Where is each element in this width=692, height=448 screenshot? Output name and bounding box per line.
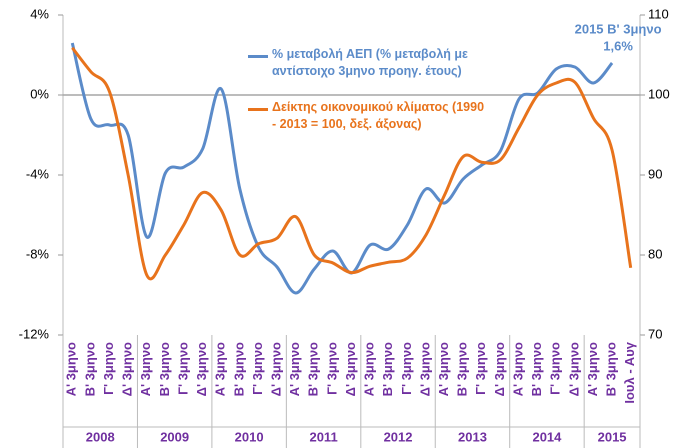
x-group-label: 2011 xyxy=(309,429,337,444)
x-tick-label: Α' 3μηνο xyxy=(64,342,79,396)
y-tick-label: -8% xyxy=(26,246,50,261)
x-tick-label: Ιουλ - Αυγ xyxy=(622,341,637,403)
x-tick-label: Α' 3μηνο xyxy=(213,342,228,396)
y-tick-label: 0% xyxy=(30,86,49,101)
legend-entry: % μεταβολή ΑΕΠ (% μεταβολή με αντίστοιχο… xyxy=(272,47,468,78)
x-tick-label: Γ' 3μηνο xyxy=(175,342,190,395)
x-tick-label: Γ' 3μηνο xyxy=(324,342,339,395)
x-group-label: 2010 xyxy=(235,429,264,444)
x-tick-label: Δ' 3μηνο xyxy=(417,342,432,396)
x-tick-label: Γ' 3μηνο xyxy=(101,342,116,395)
x-tick-label: Γ' 3μηνο xyxy=(250,342,265,395)
y2-tick-label: 70 xyxy=(648,326,662,341)
x-tick-label: Β' 3μηνο xyxy=(306,342,321,396)
x-group-label: 2012 xyxy=(384,429,413,444)
x-tick-label: Α' 3μηνο xyxy=(362,342,377,396)
y2-tick-label: 100 xyxy=(648,86,670,101)
x-tick-label: Δ' 3μηνο xyxy=(343,342,358,396)
y2-tick-label: 110 xyxy=(648,6,669,21)
x-group-label: 2008 xyxy=(86,429,115,444)
y2-tick-label: 80 xyxy=(648,246,662,261)
x-group-label: 2009 xyxy=(160,429,189,444)
series-line xyxy=(71,46,633,281)
series-line xyxy=(70,42,614,295)
value-label: 1,6% xyxy=(603,38,633,53)
x-tick-label: Β' 3μηνο xyxy=(529,342,544,396)
x-tick-label: Α' 3μηνο xyxy=(510,342,525,396)
x-tick-label: Δ' 3μηνο xyxy=(120,342,135,396)
x-tick-label: Α' 3μηνο xyxy=(585,342,600,396)
x-tick-label: Β' 3μηνο xyxy=(380,342,395,396)
y-tick-label: 4% xyxy=(30,6,49,21)
x-tick-label: Β' 3μηνο xyxy=(604,342,619,396)
x-tick-label: Β' 3μηνο xyxy=(231,342,246,396)
x-tick-label: Δ' 3μηνο xyxy=(194,342,209,396)
y-tick-label: -12% xyxy=(19,326,50,341)
x-tick-label: Α' 3μηνο xyxy=(287,342,302,396)
legend-swatch xyxy=(248,108,268,111)
x-tick-label: Γ' 3μηνο xyxy=(473,342,488,395)
x-tick-label: Γ' 3μηνο xyxy=(399,342,414,395)
y2-tick-label: 90 xyxy=(648,166,662,181)
legend-swatch xyxy=(248,55,268,58)
annotation: 2015 Β' 3μηνο xyxy=(575,21,662,36)
x-tick-label: Β' 3μηνο xyxy=(157,342,172,396)
y-tick-label: -4% xyxy=(26,166,50,181)
x-tick-label: Δ' 3μηνο xyxy=(566,342,581,396)
x-tick-label: Δ' 3μηνο xyxy=(268,342,283,396)
x-group-label: 2014 xyxy=(532,429,562,444)
x-tick-label: Γ' 3μηνο xyxy=(548,342,563,395)
x-group-label: 2015 xyxy=(598,429,627,444)
legend-entry: Δείκτης οικονομικού κλίματος (1990 - 201… xyxy=(272,100,485,131)
x-tick-label: Α' 3μηνο xyxy=(436,342,451,396)
x-group-label: 2013 xyxy=(458,429,487,444)
x-tick-label: Δ' 3μηνο xyxy=(492,342,507,396)
x-tick-label: Β' 3μηνο xyxy=(455,342,470,396)
x-tick-label: Α' 3μηνο xyxy=(138,342,153,396)
x-tick-label: Β' 3μηνο xyxy=(82,342,97,396)
